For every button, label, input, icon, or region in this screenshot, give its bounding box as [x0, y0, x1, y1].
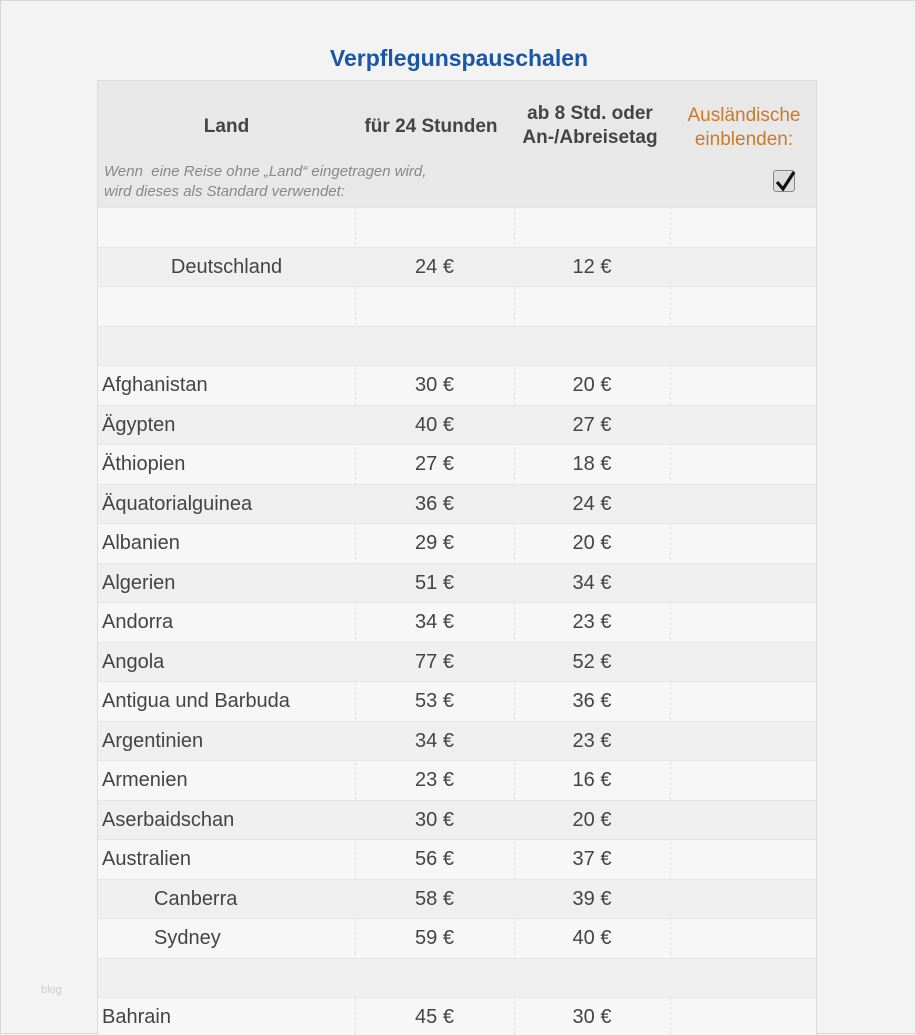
watermark: blog [41, 984, 62, 996]
country: Äquatorialguinea [102, 492, 253, 515]
column-header: für 24 Stunden [364, 116, 498, 137]
country: Äthiopien [102, 453, 186, 475]
table-row: Algerien 51 € 34 € [98, 562, 816, 602]
rate-24h: 34 € [415, 611, 454, 633]
header-note: Wenn eine Reise ohne „Land“ eingetragen … [104, 163, 427, 200]
table-row: Antigua und Barbuda 53 € 36 € [98, 681, 816, 721]
rate-24h: 45 € [415, 1006, 454, 1028]
rate-24h: 51 € [415, 571, 454, 594]
table-row: Argentinien 34 € 23 € [98, 720, 816, 760]
rate-24h: 30 € [415, 808, 454, 831]
title: Verpflegunspauschalen [329, 45, 589, 71]
country: Antigua und Barbuda [102, 690, 290, 712]
table-row: Bahrain 45 € 30 € [98, 997, 816, 1035]
column-header: Land [203, 116, 250, 137]
foreign-checkbox[interactable] [773, 170, 796, 192]
spacer-row [98, 325, 816, 365]
rate-24h: 53 € [415, 690, 454, 712]
table-row: Afghanistan 30 € 20 € [98, 365, 816, 405]
rate-24h: 56 € [415, 848, 454, 870]
column-divider [670, 207, 671, 1035]
rate-8h: 37 € [572, 848, 612, 870]
country: Angola [102, 650, 165, 673]
rate-8h: 23 € [572, 611, 612, 633]
rate-8h: 18 € [572, 453, 612, 475]
rate-8h: 23 € [572, 729, 612, 752]
spacer-row [98, 957, 816, 997]
rate-8h: 36 € [572, 690, 612, 712]
rate-8h: 27 € [572, 413, 612, 436]
rate-24h: 40 € [415, 413, 454, 436]
table-header: Land für 24 Stunden ab 8 Std. oder An-/A… [98, 81, 816, 207]
rate-24h: 58 € [415, 887, 454, 910]
spacer-row [98, 207, 816, 247]
table-row: Äthiopien 27 € 18 € [98, 444, 816, 484]
rate-8h: 20 € [572, 532, 612, 554]
check-stroke [775, 171, 796, 192]
table-row: Äquatorialguinea 36 € 24 € [98, 483, 816, 523]
country: Algerien [102, 571, 176, 594]
rate-8h: 34 € [572, 571, 612, 594]
country: Ägypten [102, 413, 176, 436]
table-row: Sydney 59 € 40 € [98, 918, 816, 958]
table-row: Albanien 29 € 20 € [98, 523, 816, 563]
table-row: Deutschland 24 € 12 € [98, 246, 816, 286]
country: Deutschland [170, 255, 283, 278]
table-row: Ägypten 40 € 27 € [98, 404, 816, 444]
rate-24h: 59 € [415, 927, 454, 949]
table-row: Angola 77 € 52 € [98, 641, 816, 681]
column-divider [355, 207, 356, 1035]
rate-24h: 30 € [415, 374, 454, 396]
country: Albanien [102, 532, 180, 554]
rate-8h: 40 € [572, 927, 612, 949]
rate-8h: 24 € [572, 492, 612, 515]
rate-24h: 24 € [415, 255, 454, 278]
rate-8h: 30 € [572, 1006, 612, 1028]
column-header: ab 8 Std. oder An-/Abreisetag [522, 103, 658, 148]
rate-24h: 77 € [415, 650, 454, 673]
column-divider [514, 207, 515, 1035]
country: Aserbaidschan [102, 808, 235, 831]
rate-24h: 23 € [415, 769, 454, 791]
rate-8h: 52 € [572, 650, 612, 673]
rate-8h: 20 € [572, 374, 612, 396]
foreign-toggle-label: Ausländische einblenden: [687, 105, 801, 150]
check-mark [775, 171, 796, 192]
table-row: Aserbaidschan 30 € 20 € [98, 799, 816, 839]
rate-8h: 20 € [572, 808, 612, 831]
country: Australien [102, 848, 191, 870]
country: Armenien [102, 769, 188, 791]
table-row: Andorra 34 € 23 € [98, 602, 816, 642]
spacer-row [98, 286, 816, 326]
table-row: Australien 56 € 37 € [98, 839, 816, 879]
country: Canberra [154, 887, 238, 910]
country: Bahrain [102, 1006, 171, 1028]
country: Sydney [154, 927, 221, 949]
table-row: Canberra 58 € 39 € [98, 878, 816, 918]
rate-8h: 39 € [572, 887, 612, 910]
table-row: Armenien 23 € 16 € [98, 760, 816, 800]
country: Argentinien [102, 729, 204, 752]
rate-24h: 27 € [415, 453, 454, 475]
rate-24h: 34 € [415, 729, 454, 752]
rate-24h: 29 € [415, 532, 454, 554]
rate-8h: 16 € [572, 769, 612, 791]
rate-8h: 12 € [572, 255, 612, 278]
rates-table: Land für 24 Stunden ab 8 Std. oder An-/A… [97, 80, 817, 1035]
country: Andorra [102, 611, 174, 633]
rate-24h: 36 € [415, 492, 454, 515]
country: Afghanistan [102, 374, 208, 396]
